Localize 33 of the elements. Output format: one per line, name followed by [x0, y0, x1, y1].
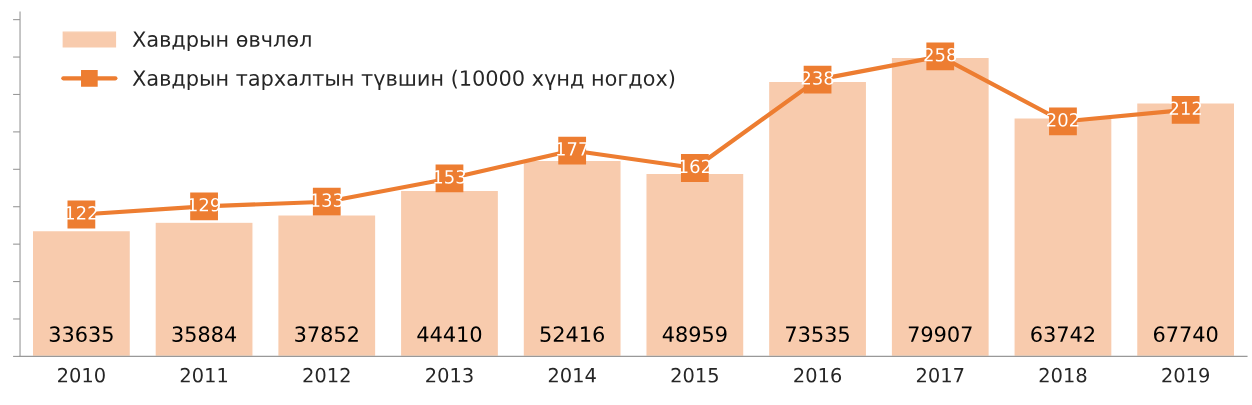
legend-label: Хавдрын тархалтын түвшин (10000 хүнд ногдох): [132, 69, 675, 90]
x-tick-label: 2019: [1162, 367, 1210, 383]
data-label: 35884: [172, 326, 237, 343]
legend-label: Хавдрын өвчлөл: [132, 31, 311, 52]
x-tick-label: 2017: [916, 367, 964, 383]
bar: [1135, 102, 1236, 357]
data-label: 67740: [1153, 326, 1218, 343]
data-label: 133: [311, 193, 343, 207]
data-label: 177: [556, 142, 588, 156]
data-label: 44410: [417, 326, 482, 343]
bar: [31, 229, 132, 357]
data-label: 63742: [1031, 326, 1094, 343]
x-tick-label: 2011: [180, 367, 228, 383]
bar: [399, 189, 500, 357]
bar: [645, 172, 745, 357]
bar: [522, 159, 622, 357]
data-label: 33635: [49, 326, 113, 343]
data-label: 52416: [540, 326, 604, 343]
x-tick-label: 2015: [671, 367, 718, 383]
x-tick-label: 2016: [794, 367, 842, 383]
x-tick-label: 2012: [303, 367, 350, 383]
bar: [276, 214, 377, 357]
x-tick-label: 2018: [1039, 367, 1087, 383]
data-label: 37852: [295, 326, 358, 343]
bar: [154, 221, 254, 357]
data-label: 73535: [786, 326, 849, 343]
data-label: 48959: [662, 326, 727, 343]
data-label: 162: [679, 159, 711, 174]
x-tick-label: 2013: [426, 367, 473, 383]
x-tick-label: 2010: [58, 367, 105, 383]
data-label: 122: [66, 206, 97, 220]
data-label: 79907: [908, 326, 972, 343]
x-tick-label: 2014: [548, 367, 596, 383]
